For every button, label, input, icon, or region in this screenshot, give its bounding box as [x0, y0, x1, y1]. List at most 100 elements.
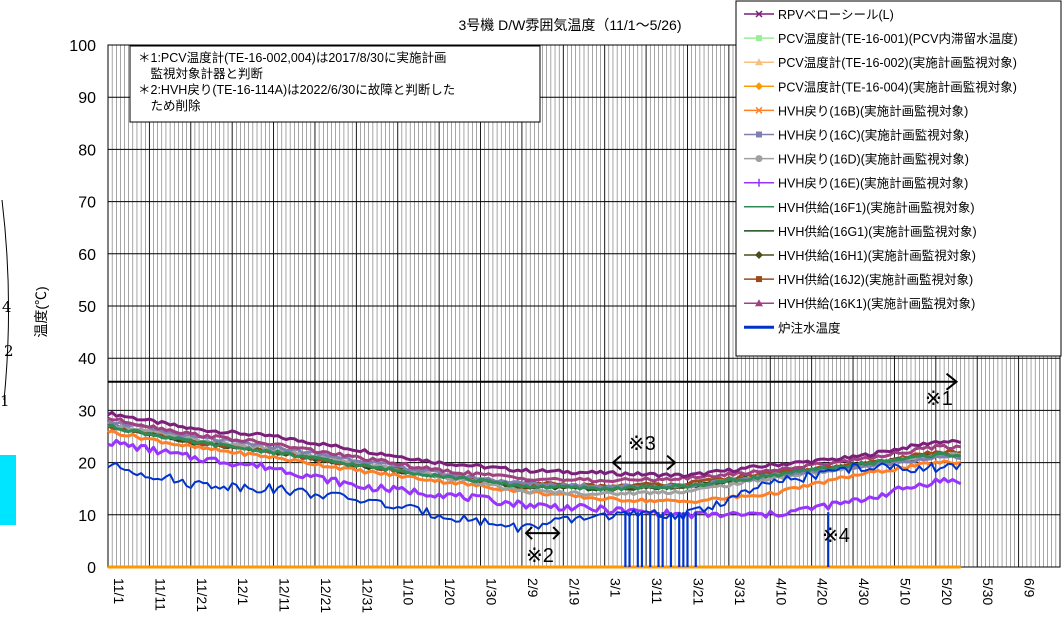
x-tick-label: 3/31: [732, 578, 748, 605]
annotation-note4: ※4: [822, 525, 850, 547]
legend-label: HVH供給(16F1)(実施計画監視対象): [778, 200, 975, 215]
legend-label: PCV温度計(TE-16-002)(実施計画監視対象): [778, 55, 1017, 70]
legend-label: HVH供給(16H1)(実施計画監視対象): [778, 248, 976, 263]
legend-entry: PCV温度計(TE-16-001)(PCV内滞留水温度): [744, 31, 1018, 46]
legend-label: HVH戻り(16D)(実施計画監視対象): [778, 152, 969, 167]
x-tick-label: 1/20: [442, 578, 458, 605]
y-tick-label: 0: [87, 560, 96, 577]
legend-marker: [756, 131, 762, 138]
x-tick-label: 5/30: [980, 578, 996, 605]
y-tick-label: 10: [78, 508, 96, 525]
legend-label: 炉注水温度: [778, 320, 841, 335]
y-tick-label: 50: [78, 299, 96, 316]
y-tick-label: 90: [78, 90, 96, 107]
legend-label: PCV温度計(TE-16-001)(PCV内滞留水温度): [778, 31, 1018, 46]
legend-entry: HVH戻り(16E)(実施計画監視対象): [744, 176, 968, 191]
y-axis-label: 温度(℃): [33, 286, 49, 337]
left-fragment-cyan-block: [0, 455, 16, 525]
legend-marker: [755, 58, 763, 66]
legend-label: HVH戻り(16E)(実施計画監視対象): [778, 176, 968, 191]
legend-marker: [755, 251, 763, 259]
legend-frame: [735, 0, 1062, 357]
y-tick-label: 30: [78, 403, 96, 420]
y-tick-label: 60: [78, 247, 96, 264]
legend-entry: RPVベローシール(L): [744, 8, 894, 22]
legend-entry: HVH供給(16H1)(実施計画監視対象): [744, 248, 976, 263]
arrow-note1-head: [945, 372, 959, 391]
y-tick-label: 20: [78, 456, 96, 473]
x-tick-label: 12/11: [277, 578, 293, 612]
legend-marker: [756, 35, 762, 42]
arrow-note2-head-right: [552, 526, 561, 540]
legend-entry: HVH戻り(16C)(実施計画監視対象): [744, 128, 969, 143]
legend-marker: [755, 178, 763, 187]
x-tick-label: 5/10: [897, 578, 913, 605]
x-tick-label: 1/10: [401, 578, 417, 605]
arrow-note3-head-left: [611, 454, 622, 471]
legend-label: HVH供給(16G1)(実施計画監視対象): [778, 224, 977, 239]
notes-line: 監視対象計器と判断: [138, 66, 263, 81]
y-tick-label: 80: [78, 142, 96, 159]
notes-line: ため削除: [138, 98, 201, 113]
legend-marker: [755, 10, 763, 18]
legend-label: HVH戻り(16C)(実施計画監視対象): [778, 128, 969, 143]
legend-marker: [755, 82, 763, 91]
water-temp-dropouts: [624, 512, 830, 567]
x-tick-label: 11/11: [152, 578, 168, 611]
legend-entry: PCV温度計(TE-16-002)(実施計画監視対象): [744, 55, 1017, 70]
legend-label: HVH供給(16K1)(実施計画監視対象): [778, 296, 975, 311]
left-fragment-mark-1: 4: [2, 298, 12, 316]
notes-line: ＊2:HVH戻り(TE-16-114A)は2022/6/30に故障と判断した: [138, 82, 455, 97]
x-tick-label: 3/1: [608, 578, 624, 598]
legend: RPVベローシール(L) PCV温度計(TE-16-001)(PCV内滞留水温度)…: [735, 0, 1062, 357]
legend-label: HVH供給(16J2)(実施計画監視対象): [778, 272, 973, 287]
x-tick-label: 2/9: [525, 578, 541, 598]
legend-label: RPVベローシール(L): [778, 8, 894, 22]
legend-marker: [755, 299, 763, 307]
series-line: [107, 416, 961, 484]
arrow-note2-head-left: [524, 526, 533, 540]
legend-label: HVH戻り(16B)(実施計画監視対象): [778, 103, 968, 118]
arrow-note3-head-right: [666, 454, 677, 471]
legend-marker: [755, 106, 763, 114]
x-tick-label: 11/21: [194, 578, 210, 612]
x-tick-label: 2/19: [566, 578, 582, 605]
y-tick-labels: 0 10 20 30 40 50 60 70 80 90 100: [69, 38, 96, 577]
x-tick-label: 12/1: [235, 578, 251, 605]
x-tick-label: 4/20: [815, 578, 831, 605]
x-tick-label: 6/9: [1022, 578, 1038, 598]
annotation-note1: ※1: [925, 388, 953, 410]
legend-label: PCV温度計(TE-16-004)(実施計画監視対象): [778, 79, 1017, 94]
legend-marker: [756, 276, 762, 283]
legend-entry: HVH戻り(16B)(実施計画監視対象): [744, 103, 968, 118]
legend-marker: [755, 155, 763, 163]
x-tick-label: 3/21: [690, 578, 706, 605]
x-tick-labels: 11/1 11/11 11/21 12/1 12/11 12/21 12/31 1/10 1/2…: [111, 578, 1038, 613]
series-line: [107, 423, 961, 492]
legend-entry: HVH戻り(16D)(実施計画監視対象): [744, 152, 969, 167]
series-line: [107, 438, 962, 520]
series-line: [107, 410, 962, 479]
x-tick-label: 12/21: [318, 578, 334, 613]
x-tick-label: 1/30: [484, 578, 500, 605]
x-tick-label: 11/1: [111, 578, 127, 604]
x-tick-label: 4/30: [856, 578, 872, 605]
y-tick-label: 70: [78, 195, 96, 212]
legend-entry: HVH供給(16J2)(実施計画監視対象): [744, 272, 973, 287]
left-fragment-mark-3: 1: [0, 392, 10, 410]
x-tick-label: 5/20: [939, 578, 955, 605]
notes-box: ＊1:PCV温度計(TE-16-002,004)は2017/8/30に実施計画 …: [129, 45, 541, 123]
notes-box-frame: [129, 45, 541, 123]
annotation-arrows: [108, 372, 959, 540]
legend-entry: HVH供給(16F1)(実施計画監視対象): [744, 200, 975, 215]
x-tick-label: 3/11: [649, 578, 665, 604]
chart-title: 3号機 D/W雰囲気温度（11/1～5/26): [458, 17, 681, 33]
series-line: [107, 420, 961, 490]
legend-entry: HVH供給(16G1)(実施計画監視対象): [744, 224, 977, 239]
legend-entry: HVH供給(16K1)(実施計画監視対象): [744, 296, 975, 311]
legend-entry: PCV温度計(TE-16-004)(実施計画監視対象): [744, 79, 1017, 94]
legend-entry: 炉注水温度: [744, 320, 841, 335]
series-lines: [107, 410, 962, 569]
annotation-note3: ※3: [628, 433, 656, 455]
